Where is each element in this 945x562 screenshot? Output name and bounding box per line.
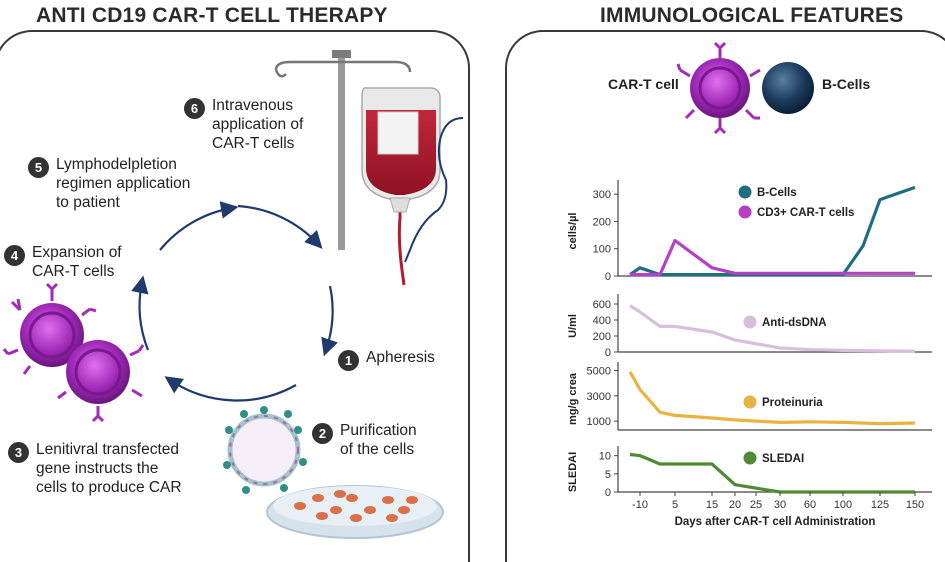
y-axis-label: cells/µl (567, 213, 579, 250)
step-3: 3 Lenitivral transfected gene instructs … (8, 440, 182, 497)
legend-label: CD3+ CAR-T cells (757, 207, 854, 219)
x-tick-label: 15 (706, 499, 718, 511)
legend-marker (743, 315, 757, 329)
legend-marker (738, 205, 752, 219)
legend-marker (743, 395, 757, 409)
step-2-text: Purification of the cells (340, 422, 417, 458)
x-tick-label: 5 (672, 499, 678, 511)
chart-panel-2: 0 200 400 600 U/ml Anti-dsDNA (567, 294, 932, 359)
y-tick-label: 1000 (587, 416, 611, 428)
step-1: 1 Apheresis (338, 348, 435, 371)
y-tick-label: 3000 (587, 391, 611, 403)
x-tick-label: 25 (750, 499, 762, 511)
y-tick-label: 10 (599, 451, 611, 463)
x-tick-label: -10 (632, 499, 648, 511)
legend-marker (738, 185, 752, 199)
legend-label: Proteinuria (762, 397, 823, 409)
y-tick-label: 300 (593, 189, 611, 201)
step-2: 2 Purification of the cells (312, 421, 417, 459)
expanding-cart-cells-icon (2, 282, 145, 423)
y-tick-label: 5000 (587, 366, 611, 378)
left-panel-title: ANTI CD19 CAR-T CELL THERAPY (36, 4, 388, 27)
chart-panel-1: 0 100 200 300 cells/µl B-Cells CD3+ CAR-T cell… (567, 180, 932, 283)
y-tick-label: 0 (605, 271, 611, 283)
y-tick-label: 0 (605, 347, 611, 359)
legend-marker (743, 451, 757, 465)
legend-label: SLEDAI (762, 453, 804, 465)
series-line-cd3-car-t-cells (630, 238, 915, 277)
patient-silhouette-icon (404, 117, 464, 263)
y-tick-label: 600 (593, 299, 611, 311)
y-tick-label: 200 (593, 331, 611, 343)
step-5-text: Lymphodelpletion regimen application to … (56, 156, 191, 211)
right-panel-frame (505, 30, 945, 562)
y-tick-label: 0 (605, 487, 611, 499)
step-1-text: Apheresis (366, 349, 435, 366)
step-4: 4 Expansion of CAR-T cells (4, 243, 122, 281)
series-line-anti-dsdna (629, 304, 916, 353)
iv-pole-icon (274, 50, 412, 250)
step-4-badge: 4 (4, 245, 25, 266)
y-axis-label: SLEDAI (567, 452, 579, 492)
step-6-badge: 6 (184, 98, 205, 119)
cycle-arrows (131, 201, 338, 402)
y-tick-label: 5 (605, 469, 611, 481)
petri-dish-icon (266, 485, 444, 539)
y-tick-label: 100 (593, 244, 611, 256)
b-cell-icon (762, 62, 814, 114)
x-tick-label: 30 (774, 499, 786, 511)
series-line-b-cells (629, 185, 916, 277)
blood-bag-icon (361, 87, 441, 286)
b-cell-label: B-Cells (822, 76, 871, 92)
cart-cell-icon (676, 41, 761, 135)
step-3-badge: 3 (8, 442, 29, 463)
therapy-illustration (2, 50, 464, 539)
cell-legend-icons (676, 41, 814, 135)
x-tick-label: 20 (729, 499, 741, 511)
x-tick-label: 60 (804, 499, 816, 511)
x-tick-label: 125 (871, 499, 889, 511)
lentivirus-icon (223, 406, 307, 494)
step-6-text: Intravenous application of CAR-T cells (212, 97, 304, 152)
series-line-sledai (629, 452, 915, 494)
y-tick-label: 400 (593, 315, 611, 327)
chart-panel-3: 1000 3000 5000 mg/g crea Proteinuria (567, 362, 932, 431)
cart-cell-label: CAR-T cell (608, 76, 679, 92)
step-5-badge: 5 (28, 157, 49, 178)
step-3-text: Lenitivral transfected gene instructs th… (36, 441, 182, 496)
legend-label: B-Cells (757, 187, 797, 199)
y-axis-label: mg/g crea (567, 372, 579, 425)
y-tick-label: 200 (593, 216, 611, 228)
chart-panel-4: 0 5 10 SLEDAI SLEDAI -10 5 15 20 25 30 60 100 125 150 D… (567, 446, 932, 528)
step-4-text: Expansion of CAR-T cells (32, 244, 122, 280)
step-1-badge: 1 (338, 350, 359, 371)
step-5: 5 Lymphodelpletion regimen application t… (28, 155, 190, 212)
x-tick-label: 100 (834, 499, 852, 511)
right-panel-title: IMMUNOLOGICAL FEATURES (600, 4, 904, 27)
legend-label: Anti-dsDNA (762, 317, 827, 329)
x-axis-label: Days after CAR-T cell Administration (675, 516, 876, 528)
step-6: 6 Intravenous application of CAR-T cells (184, 96, 303, 153)
x-tick-label: 150 (906, 499, 924, 511)
y-axis-label: U/ml (567, 314, 579, 338)
series-line-proteinuria (628, 371, 916, 426)
left-panel-frame (0, 30, 470, 562)
step-2-badge: 2 (312, 423, 333, 444)
